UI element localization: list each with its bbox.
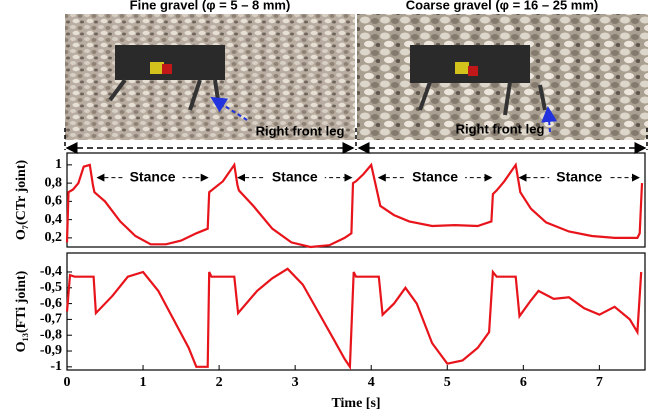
x-tick-label: 7 — [596, 375, 603, 390]
annotation: Stance — [272, 168, 318, 184]
y-axis-label: O₇(CTr joint) — [14, 160, 29, 241]
annotation: Stance — [130, 168, 176, 184]
x-tick-label: 0 — [64, 375, 71, 390]
photo-label: Right front leg — [456, 121, 545, 136]
y-tick-label: 0,2 — [45, 230, 63, 245]
y-tick-label: -0,7 — [40, 312, 62, 327]
annotation: Stance — [412, 168, 458, 184]
x-tick-label: 5 — [444, 375, 451, 390]
x-tick-label: 3 — [292, 375, 299, 390]
plot-frame — [67, 253, 645, 370]
y-tick-label: -0,8 — [40, 327, 62, 342]
y-tick-label: 0,6 — [45, 194, 63, 209]
plot-frame — [67, 153, 645, 247]
y-tick-label: 1 — [55, 157, 62, 172]
photo-title: Coarse gravel (φ = 16 – 25 mm) — [406, 0, 598, 12]
y-axis-label: O₁₃(FTi joint) — [14, 270, 29, 352]
y-tick-label: -0,5 — [40, 280, 62, 295]
y-tick-label: -0,4 — [40, 264, 62, 279]
x-tick-label: 2 — [216, 375, 223, 390]
y-tick-label: -0,9 — [40, 343, 62, 358]
x-tick-label: 4 — [368, 375, 375, 390]
x-tick-label: 6 — [520, 375, 527, 390]
x-tick-label: 1 — [140, 375, 147, 390]
y-tick-label: 0,4 — [45, 212, 63, 227]
annotation: Stance — [556, 168, 602, 184]
y-tick-label: 0,8 — [45, 175, 63, 190]
figure: Fine gravel (φ = 5 – 8 mm) Coarse gravel… — [0, 0, 667, 417]
photo-title: Fine gravel (φ = 5 – 8 mm) — [130, 0, 291, 12]
x-axis-label: Time [s] — [331, 396, 380, 411]
photo-label: Right front leg — [256, 123, 345, 138]
y-tick-label: -1 — [50, 359, 62, 374]
data-line — [67, 269, 641, 367]
y-tick-label: -0,6 — [40, 296, 62, 311]
photo-left — [65, 14, 355, 140]
